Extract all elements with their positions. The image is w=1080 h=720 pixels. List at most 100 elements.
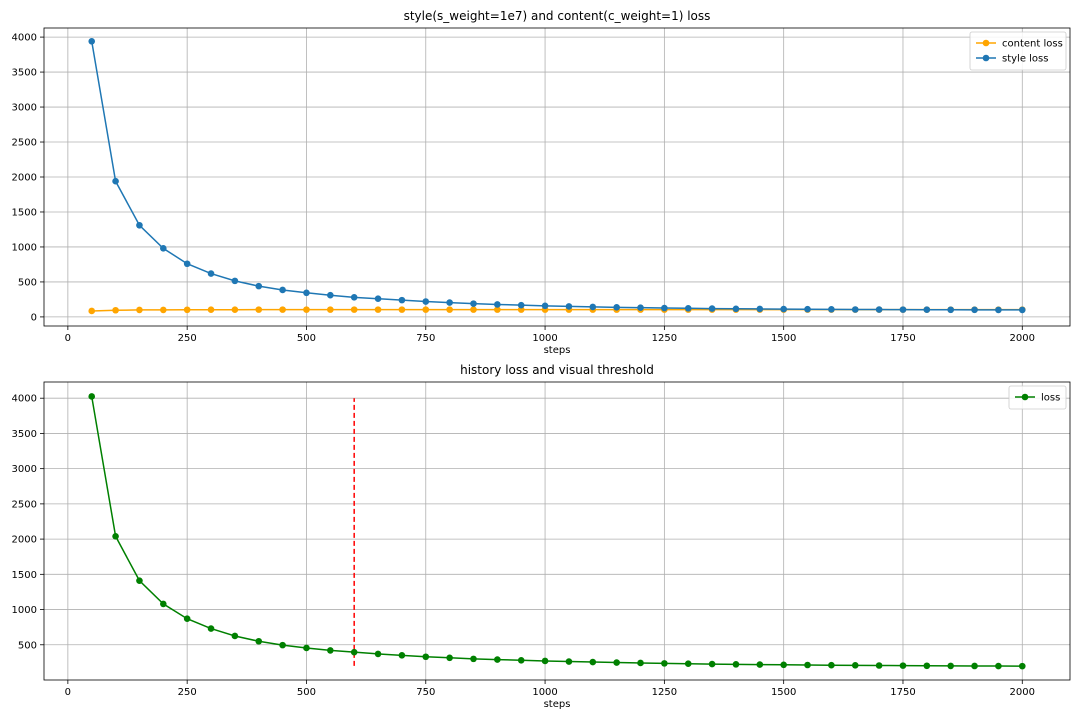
bottom-point-loss xyxy=(1018,662,1026,670)
bottom-point-loss xyxy=(732,661,740,668)
top-point-style-loss xyxy=(875,306,883,313)
top-point-style-loss xyxy=(684,305,692,312)
bottom-x-tick-label: 750 xyxy=(416,687,435,698)
top-point-content-loss xyxy=(303,306,310,313)
top-point-style-loss xyxy=(88,37,96,45)
bottom-point-loss xyxy=(231,632,239,640)
top-point-style-loss xyxy=(303,289,310,297)
top-point-style-loss xyxy=(160,245,167,252)
top-point-content-loss xyxy=(446,306,453,313)
bottom-point-loss xyxy=(995,662,1002,670)
top-point-style-loss xyxy=(947,306,954,314)
top-x-tick-label: 1500 xyxy=(771,333,796,344)
bottom-legend-label: loss xyxy=(1041,393,1060,404)
top-x-tick-label: 1000 xyxy=(532,333,557,344)
bottom-x-tick-label: 1500 xyxy=(771,687,796,698)
top-legend-swatch-marker xyxy=(982,39,990,47)
bottom-point-loss xyxy=(303,644,310,652)
top-point-style-loss xyxy=(231,277,239,285)
bottom-point-loss xyxy=(851,662,859,669)
top-x-tick-label: 1750 xyxy=(890,333,915,344)
bottom-y-tick-label: 4000 xyxy=(12,394,37,405)
bottom-point-loss xyxy=(517,656,525,664)
top-point-style-loss xyxy=(470,300,477,307)
top-point-content-loss xyxy=(279,306,286,313)
top-point-style-loss xyxy=(136,221,143,229)
bottom-point-loss xyxy=(279,641,286,649)
top-y-tick-label: 4000 xyxy=(12,33,37,44)
top-x-tick-label: 500 xyxy=(297,333,316,344)
top-point-style-loss xyxy=(995,306,1002,314)
bottom-point-loss xyxy=(541,657,549,665)
bottom-point-loss xyxy=(804,661,811,669)
bottom-chart-title: history loss and visual threshold xyxy=(460,363,654,377)
bottom-point-loss xyxy=(637,659,644,667)
bottom-x-tick-label: 1250 xyxy=(652,687,677,698)
bottom-x-tick-label: 500 xyxy=(297,687,316,698)
bottom-point-loss xyxy=(422,653,430,661)
bottom-point-loss xyxy=(470,655,477,663)
top-point-content-loss xyxy=(255,306,263,313)
top-point-style-loss xyxy=(350,294,358,301)
bottom-point-loss xyxy=(661,660,668,667)
bottom-point-loss xyxy=(160,600,167,608)
top-y-tick-label: 1500 xyxy=(12,207,37,218)
bottom-point-loss xyxy=(398,652,406,659)
top-point-content-loss xyxy=(422,306,430,313)
bottom-grid xyxy=(44,382,1070,680)
bottom-point-loss xyxy=(589,658,597,666)
top-point-style-loss xyxy=(565,303,573,310)
top-y-tick-label: 3500 xyxy=(12,68,37,79)
top-series-line-style-loss xyxy=(90,41,1023,311)
bottom-point-loss xyxy=(494,656,501,663)
top-point-content-loss xyxy=(88,307,96,315)
bottom-point-loss xyxy=(446,654,453,662)
top-legend-label: style loss xyxy=(1002,54,1048,65)
bottom-point-loss xyxy=(756,661,764,668)
top-point-style-loss xyxy=(804,305,811,313)
top-chart-title: style(s_weight=1e7) and content(c_weight… xyxy=(404,9,711,23)
bottom-point-loss xyxy=(899,662,907,669)
top-x-tick-label: 750 xyxy=(416,333,435,344)
bottom-legend: loss xyxy=(1008,385,1067,410)
bottom-point-loss xyxy=(88,393,96,400)
top-point-style-loss xyxy=(446,299,453,306)
bottom-chart: history loss and visual threshold steps … xyxy=(12,363,1071,710)
bottom-point-loss xyxy=(971,662,978,670)
top-point-content-loss xyxy=(231,306,239,314)
bottom-legend-box xyxy=(1008,385,1067,410)
top-x-tick-label: 250 xyxy=(178,333,197,344)
bottom-y-tick-label: 1500 xyxy=(12,570,37,581)
top-point-style-loss xyxy=(971,306,978,314)
bottom-point-loss xyxy=(136,577,143,584)
top-point-style-loss xyxy=(517,301,525,309)
bottom-axes-frame xyxy=(43,381,1071,681)
bottom-series-line-loss xyxy=(90,396,1023,667)
top-point-style-loss xyxy=(255,282,263,290)
bottom-point-loss xyxy=(565,658,573,665)
top-point-content-loss xyxy=(398,306,406,313)
top-x-tick-label: 1250 xyxy=(652,333,677,344)
top-point-style-loss xyxy=(780,305,787,313)
bottom-y-tick-label: 3500 xyxy=(12,429,37,440)
bottom-point-loss xyxy=(875,662,883,669)
top-point-style-loss xyxy=(374,295,382,303)
top-legend-swatch-marker xyxy=(982,54,990,62)
top-point-content-loss xyxy=(494,306,501,313)
top-legend: content loss style loss xyxy=(969,31,1067,71)
bottom-point-loss xyxy=(947,662,954,670)
top-point-content-loss xyxy=(183,306,191,314)
top-point-style-loss xyxy=(661,304,668,312)
bottom-x-tick-label: 250 xyxy=(178,687,197,698)
bottom-legend-swatch-marker xyxy=(1021,393,1029,401)
top-point-style-loss xyxy=(494,301,501,308)
top-point-style-loss xyxy=(279,286,286,294)
bottom-y-tick-label: 2000 xyxy=(12,535,37,546)
top-y-tick-label: 2500 xyxy=(12,138,37,149)
top-point-style-loss xyxy=(899,306,907,313)
top-point-content-loss xyxy=(470,306,477,313)
top-point-content-loss xyxy=(112,306,119,314)
top-y-tick-label: 2000 xyxy=(12,173,37,184)
top-point-style-loss xyxy=(1018,306,1026,314)
